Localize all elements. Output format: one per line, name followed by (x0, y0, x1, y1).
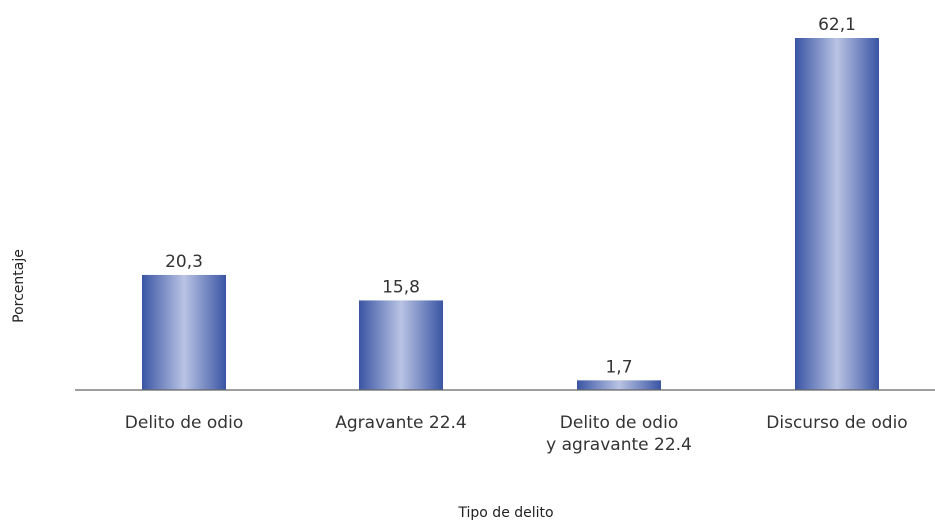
labels-group: 20,3 Delito de odio 15,8 Agravante 22.4 1,7 D… (125, 15, 908, 455)
x-axis-title: Tipo de delito (457, 505, 553, 521)
value-label-2: 15,8 (382, 277, 420, 297)
bar-2 (359, 300, 443, 390)
value-label-3: 1,7 (605, 357, 632, 377)
bar-1 (142, 274, 226, 390)
bar-3 (577, 380, 661, 390)
bar-4 (795, 38, 879, 390)
category-label-4: Discurso de odio (766, 413, 907, 433)
category-label-3: Delito de odio y agravante 22.4 (546, 413, 692, 455)
value-label-4: 62,1 (818, 15, 856, 35)
bars-group (142, 38, 879, 390)
category-label-1: Delito de odio (125, 413, 243, 433)
category-label-2: Agravante 22.4 (335, 413, 466, 433)
value-label-1: 20,3 (165, 252, 203, 272)
y-axis-title: Porcentaje (11, 249, 27, 323)
